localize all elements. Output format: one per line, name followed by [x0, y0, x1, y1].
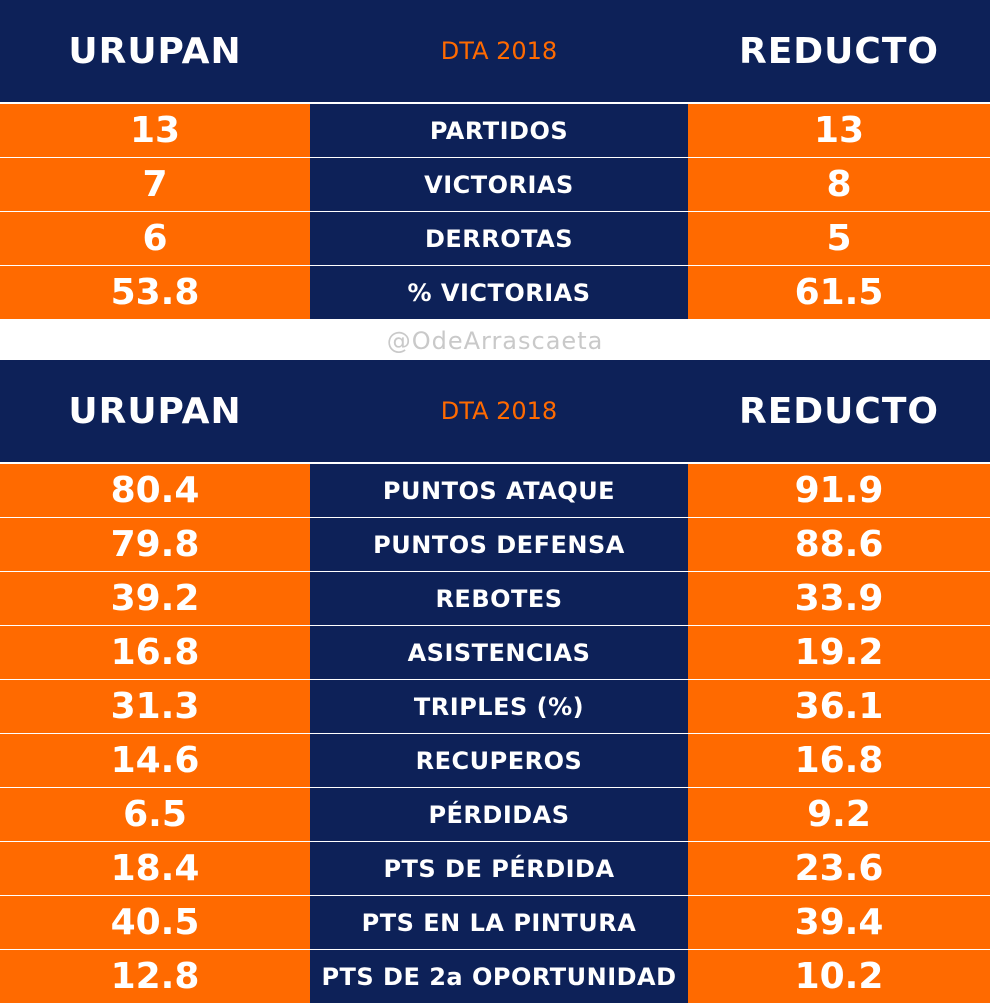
right-value: 19.2	[688, 626, 990, 679]
left-value: 6	[0, 212, 310, 265]
right-team-name: REDUCTO	[738, 30, 939, 72]
table-row: 7 VICTORIAS 8	[0, 158, 990, 212]
right-value: 91.9	[688, 464, 990, 517]
left-value: 16.8	[0, 626, 310, 679]
stat-label: PARTIDOS	[310, 104, 688, 157]
right-value: 5	[688, 212, 990, 265]
right-value: 39.4	[688, 896, 990, 949]
table-header: URUPAN DTA 2018 REDUCTO	[0, 360, 990, 464]
table-row: 80.4 PUNTOS ATAQUE 91.9	[0, 464, 990, 518]
stat-label: RECUPEROS	[310, 734, 688, 787]
right-value: 8	[688, 158, 990, 211]
right-value: 10.2	[688, 950, 990, 1003]
left-value: 39.2	[0, 572, 310, 625]
stat-label: % VICTORIAS	[310, 266, 688, 319]
right-value: 16.8	[688, 734, 990, 787]
left-value: 12.8	[0, 950, 310, 1003]
table-row: 40.5 PTS EN LA PINTURA 39.4	[0, 896, 990, 950]
stat-label: PUNTOS DEFENSA	[310, 518, 688, 571]
table-row: 18.4 PTS DE PÉRDIDA 23.6	[0, 842, 990, 896]
stat-label: REBOTES	[310, 572, 688, 625]
table-row: 12.8 PTS DE 2a OPORTUNIDAD 10.2	[0, 950, 990, 1004]
stats-table: URUPAN DTA 2018 REDUCTO 80.4 PUNTOS ATAQ…	[0, 360, 990, 1004]
table-row: 31.3 TRIPLES (%) 36.1	[0, 680, 990, 734]
right-value: 36.1	[688, 680, 990, 733]
table-row: 53.8 % VICTORIAS 61.5	[0, 266, 990, 320]
record-table: URUPAN DTA 2018 REDUCTO 13 PARTIDOS 13 7…	[0, 0, 990, 320]
right-value: 88.6	[688, 518, 990, 571]
stat-label: TRIPLES (%)	[310, 680, 688, 733]
table-row: 6.5 PÉRDIDAS 9.2	[0, 788, 990, 842]
stat-label: ASISTENCIAS	[310, 626, 688, 679]
right-value: 9.2	[688, 788, 990, 841]
left-team-name: URUPAN	[68, 390, 242, 432]
stat-label: PTS EN LA PINTURA	[310, 896, 688, 949]
stat-label: PUNTOS ATAQUE	[310, 464, 688, 517]
table-row: 14.6 RECUPEROS 16.8	[0, 734, 990, 788]
left-value: 6.5	[0, 788, 310, 841]
left-value: 7	[0, 158, 310, 211]
left-team-name: URUPAN	[68, 30, 242, 72]
watermark-handle: @OdeArrascaeta	[386, 327, 604, 355]
stat-label: DERROTAS	[310, 212, 688, 265]
left-value: 80.4	[0, 464, 310, 517]
left-value: 40.5	[0, 896, 310, 949]
table-row: 6 DERROTAS 5	[0, 212, 990, 266]
right-team-name: REDUCTO	[738, 390, 939, 432]
season-label: DTA 2018	[440, 37, 558, 65]
stat-label: PÉRDIDAS	[310, 788, 688, 841]
right-value: 33.9	[688, 572, 990, 625]
table-row: 79.8 PUNTOS DEFENSA 88.6	[0, 518, 990, 572]
table-header: URUPAN DTA 2018 REDUCTO	[0, 0, 990, 104]
left-value: 31.3	[0, 680, 310, 733]
stat-label: VICTORIAS	[310, 158, 688, 211]
right-value: 13	[688, 104, 990, 157]
left-value: 13	[0, 104, 310, 157]
table-row: 39.2 REBOTES 33.9	[0, 572, 990, 626]
stat-label: PTS DE 2a OPORTUNIDAD	[310, 950, 688, 1003]
table-row: 16.8 ASISTENCIAS 19.2	[0, 626, 990, 680]
left-value: 79.8	[0, 518, 310, 571]
stat-label: PTS DE PÉRDIDA	[310, 842, 688, 895]
table-row: 13 PARTIDOS 13	[0, 104, 990, 158]
right-value: 23.6	[688, 842, 990, 895]
season-label: DTA 2018	[440, 397, 558, 425]
right-value: 61.5	[688, 266, 990, 319]
left-value: 14.6	[0, 734, 310, 787]
left-value: 53.8	[0, 266, 310, 319]
left-value: 18.4	[0, 842, 310, 895]
